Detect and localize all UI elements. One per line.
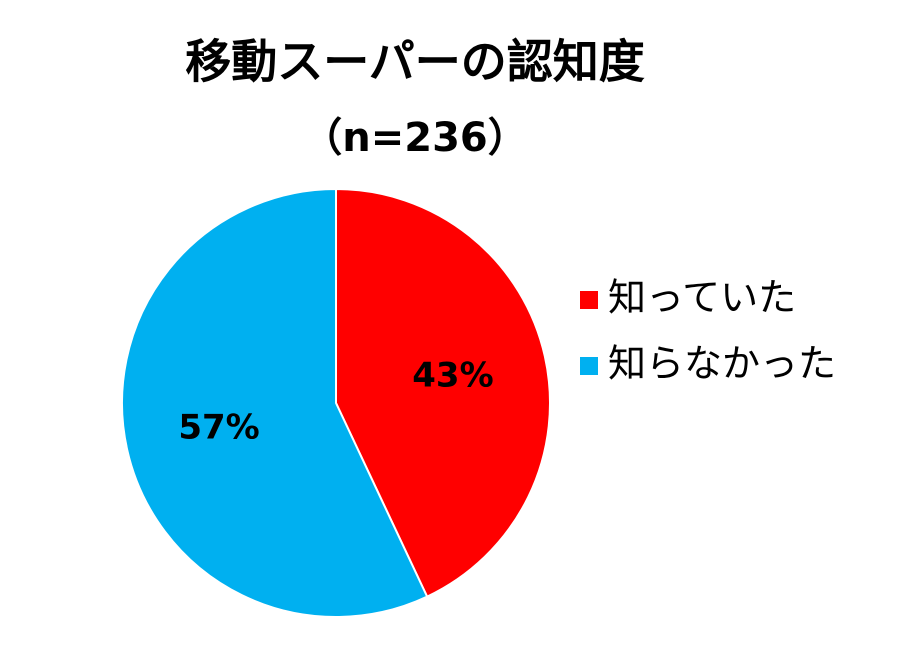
chart-subtitle: （n=236） [302,115,528,161]
data-label: 43% [412,355,493,395]
legend-label: 知っていた [608,276,796,320]
legend-swatch [580,291,598,309]
chart-title: 移動スーパーの認知度 [185,35,645,89]
pie-slice [121,187,429,618]
pie-slice [335,187,551,598]
data-label: 57% [178,408,259,448]
legend-swatch [580,357,598,375]
legend-label: 知らなかった [608,342,836,386]
